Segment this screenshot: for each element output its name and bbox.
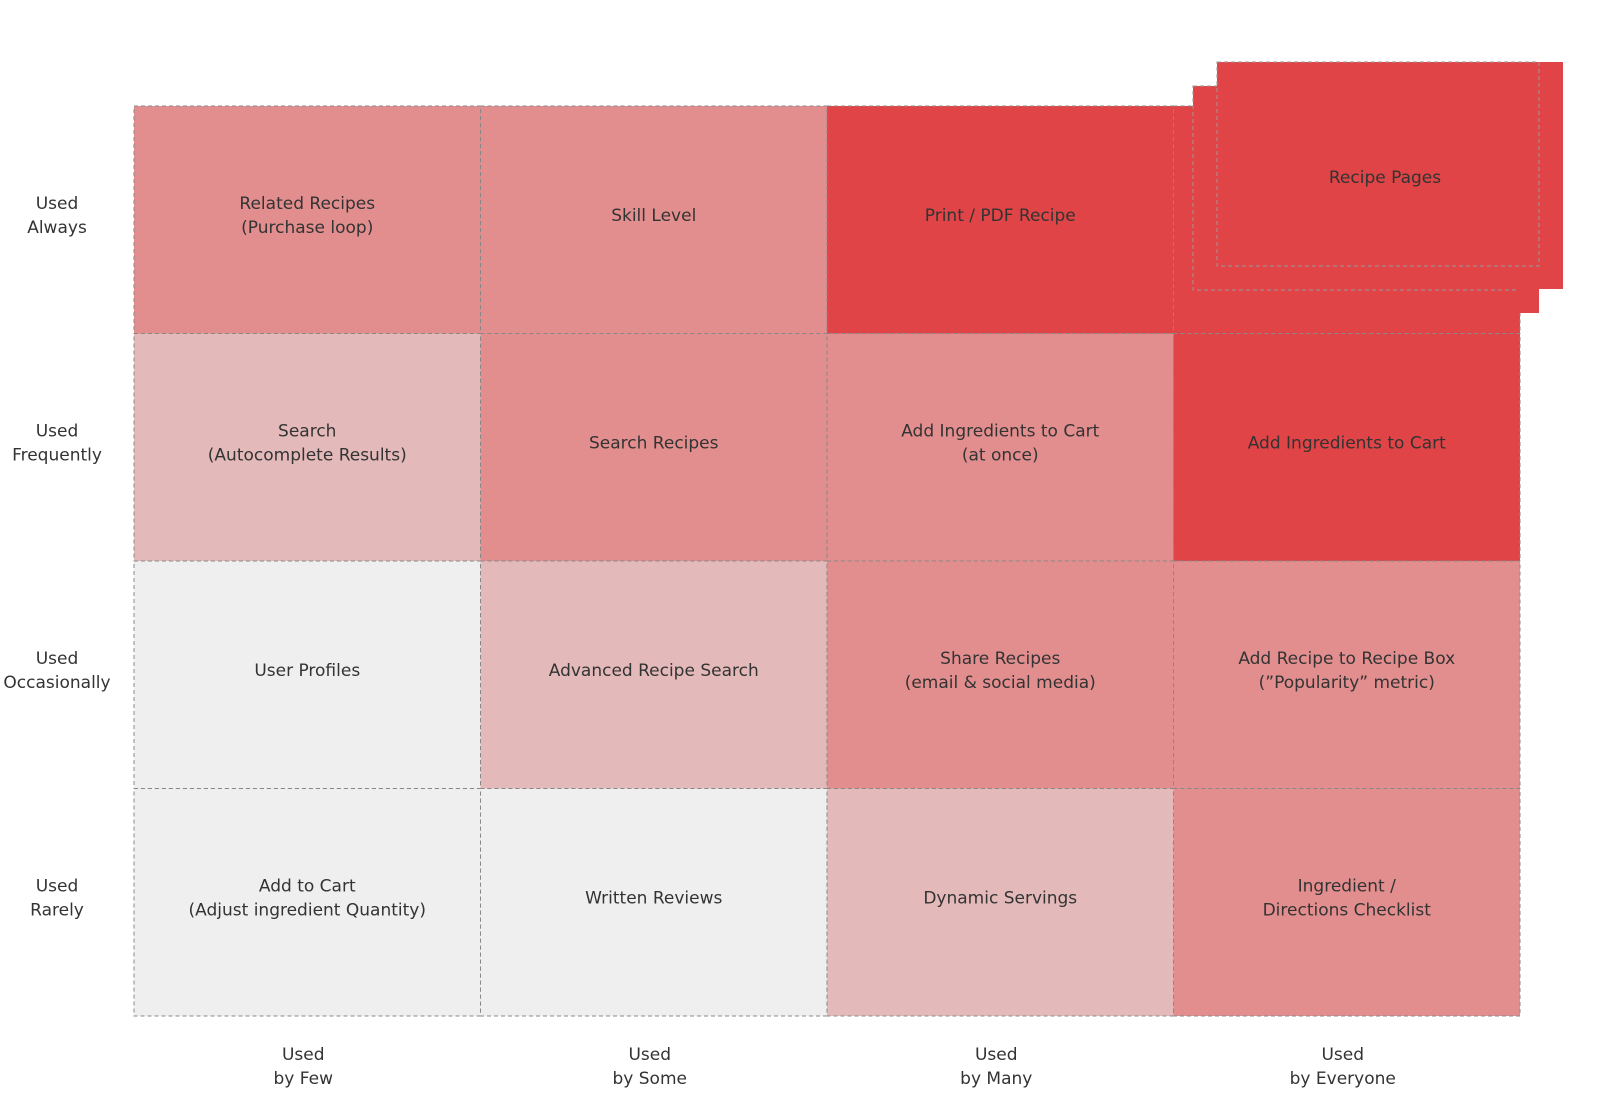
cell bbox=[826, 333, 1174, 562]
cell-text: Search bbox=[278, 421, 336, 441]
cell-text: Ingredient / bbox=[1298, 876, 1396, 896]
row-label: Used bbox=[36, 421, 79, 441]
cell bbox=[480, 788, 828, 1017]
row-label: Always bbox=[27, 218, 87, 238]
row-label: Used bbox=[36, 194, 79, 214]
cell bbox=[480, 560, 828, 789]
column-label: by Few bbox=[274, 1069, 334, 1089]
cell bbox=[133, 105, 481, 334]
cell bbox=[133, 333, 481, 562]
cell-text: Related Recipes bbox=[239, 194, 375, 214]
cell-text: Advanced Recipe Search bbox=[549, 661, 759, 681]
cell-text: Add Ingredients to Cart bbox=[901, 421, 1099, 441]
row-label: Rarely bbox=[30, 900, 84, 920]
cell bbox=[826, 560, 1174, 789]
row-label: Used bbox=[36, 649, 79, 669]
cell-text: Skill Level bbox=[611, 206, 696, 226]
cell-text: (Autocomplete Results) bbox=[208, 445, 407, 465]
cell-text: Written Reviews bbox=[585, 888, 722, 908]
stacked-card bbox=[1217, 62, 1563, 289]
cell bbox=[1173, 560, 1521, 789]
cell-text: (Purchase loop) bbox=[241, 218, 373, 238]
cell bbox=[480, 333, 828, 562]
row-label: Frequently bbox=[12, 445, 102, 465]
cell-text: (”Popularity” metric) bbox=[1259, 673, 1435, 693]
cell bbox=[1173, 788, 1521, 1017]
row-label: Occasionally bbox=[3, 673, 110, 693]
cell-text: Add Ingredients to Cart bbox=[1248, 433, 1446, 453]
cell-text: (email & social media) bbox=[905, 673, 1096, 693]
cell-text: Recipe Pages bbox=[1329, 168, 1441, 188]
cell bbox=[133, 788, 481, 1017]
cell-text: Dynamic Servings bbox=[923, 888, 1077, 908]
column-label: Used bbox=[975, 1045, 1018, 1065]
cell-text: (at once) bbox=[962, 445, 1039, 465]
stacked-card-outline bbox=[1216, 61, 1540, 267]
cell-text: Add Recipe to Recipe Box bbox=[1238, 649, 1455, 669]
cell bbox=[133, 560, 481, 789]
cell-text: Search Recipes bbox=[589, 433, 719, 453]
column-label: by Everyone bbox=[1290, 1069, 1396, 1089]
cell-text: (Adjust ingredient Quantity) bbox=[189, 900, 426, 920]
cell-text: User Profiles bbox=[254, 661, 360, 681]
cell bbox=[480, 105, 828, 334]
cell bbox=[1173, 333, 1521, 562]
column-label: Used bbox=[628, 1045, 671, 1065]
row-label: Used bbox=[36, 876, 79, 896]
column-label: by Some bbox=[613, 1069, 687, 1089]
cell-text: Add to Cart bbox=[259, 876, 356, 896]
cell-text: Share Recipes bbox=[940, 649, 1060, 669]
cell bbox=[826, 788, 1174, 1017]
column-label: Used bbox=[1321, 1045, 1364, 1065]
column-label: by Many bbox=[960, 1069, 1032, 1089]
cell bbox=[826, 105, 1174, 334]
cell-text: Directions Checklist bbox=[1263, 900, 1432, 920]
cell-text: Print / PDF Recipe bbox=[925, 206, 1076, 226]
column-label: Used bbox=[282, 1045, 325, 1065]
